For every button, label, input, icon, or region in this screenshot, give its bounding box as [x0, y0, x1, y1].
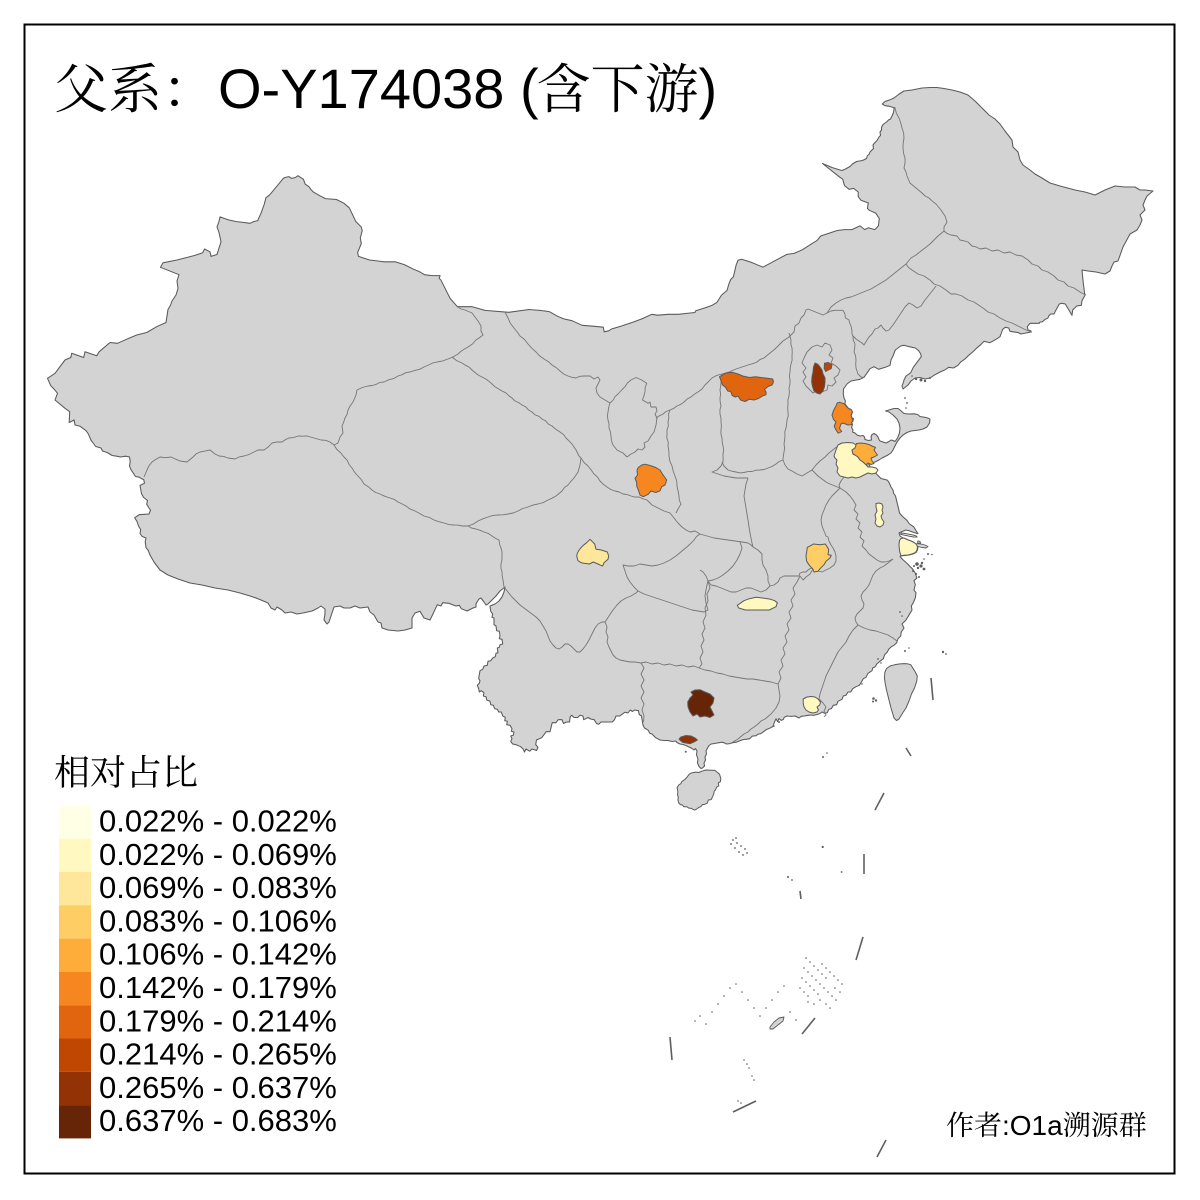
svg-text:0.637% - 0.683%: 0.637% - 0.683% [99, 1103, 337, 1138]
svg-text:0.179% - 0.214%: 0.179% - 0.214% [99, 1003, 337, 1038]
svg-text:): ) [699, 57, 718, 120]
svg-text:0.022% - 0.022%: 0.022% - 0.022% [99, 804, 337, 839]
svg-text::O1a: :O1a [1002, 1110, 1063, 1141]
svg-text:0.142% - 0.179%: 0.142% - 0.179% [99, 970, 337, 1005]
svg-text:0.106% - 0.142%: 0.106% - 0.142% [99, 937, 337, 972]
svg-text:O-Y174038 (: O-Y174038 ( [218, 57, 539, 120]
svg-text:0.214% - 0.265%: 0.214% - 0.265% [99, 1037, 337, 1072]
svg-text:0.083% - 0.106%: 0.083% - 0.106% [99, 903, 337, 938]
svg-text:0.022% - 0.069%: 0.022% - 0.069% [99, 837, 337, 872]
svg-text:0.069% - 0.083%: 0.069% - 0.083% [99, 870, 337, 905]
svg-text:0.265% - 0.637%: 0.265% - 0.637% [99, 1070, 337, 1105]
